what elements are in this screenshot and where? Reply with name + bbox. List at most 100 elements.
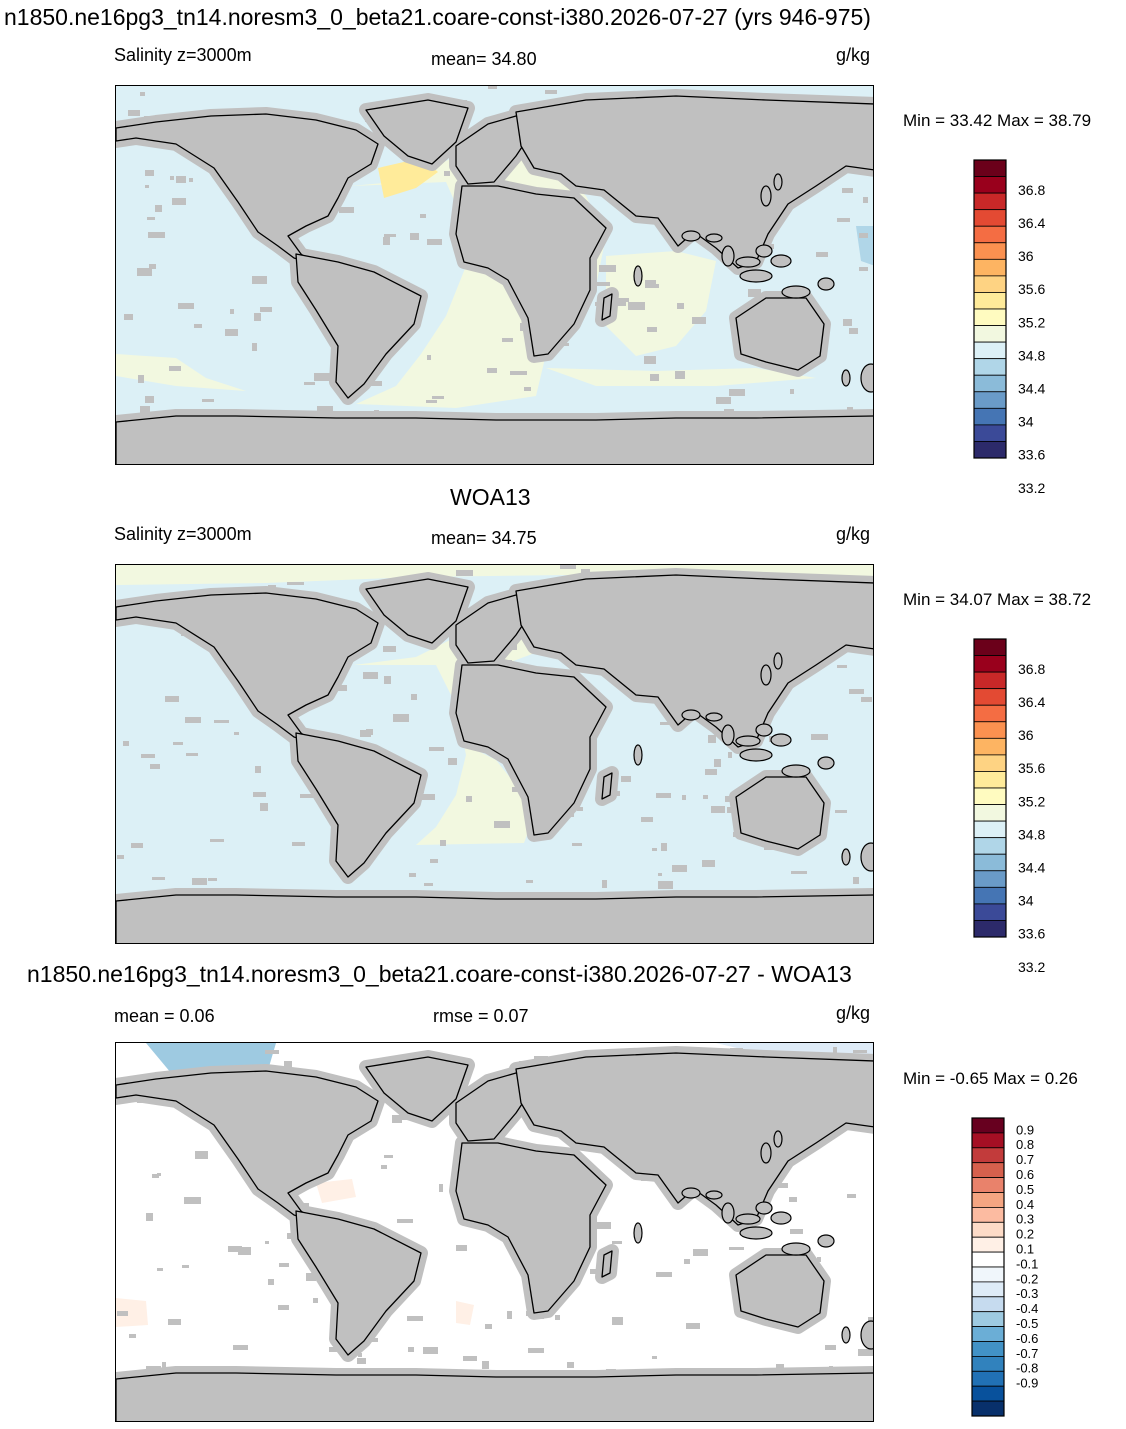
panel2-variable-label: Salinity z=3000m <box>114 524 252 544</box>
colorbar-swatch <box>973 176 1007 194</box>
europe-landmass <box>455 115 537 185</box>
island <box>781 764 811 778</box>
colorbar-swatch <box>973 358 1007 376</box>
masked-cell <box>858 1349 873 1356</box>
panel1-colorbar: 36.8 36.4 36 35.6 35.2 34.8 34.4 34 33.6 33.2 <box>973 158 1084 496</box>
colorbar-tick-label: 34.4 <box>1018 859 1045 875</box>
masked-cell <box>654 284 659 288</box>
colorbar-swatch <box>973 870 1007 888</box>
colorbar-swatch <box>973 820 1007 839</box>
masked-cell <box>138 375 144 383</box>
colorbar-tick-label: 36 <box>1018 727 1034 743</box>
colorbar-swatch <box>973 242 1007 260</box>
masked-cell <box>613 298 629 302</box>
masked-cell <box>287 582 304 585</box>
island <box>817 756 835 770</box>
masked-cell <box>534 1056 548 1059</box>
masked-cell <box>189 178 193 182</box>
masked-cell <box>660 722 675 725</box>
masked-cell <box>317 406 333 411</box>
colorbar-frame <box>973 638 1007 938</box>
island <box>739 269 773 283</box>
colorbar-tick-label: 0.9 <box>1016 1122 1034 1137</box>
masked-cell <box>494 821 510 828</box>
island <box>681 709 701 721</box>
masked-cell <box>155 205 162 212</box>
masked-cell <box>178 303 194 309</box>
colorbar-swatch <box>973 853 1007 872</box>
colorbar-swatch <box>973 258 1007 277</box>
masked-cell <box>816 252 828 257</box>
colorbar-tick-label: 33.6 <box>1018 926 1045 942</box>
masked-cell <box>861 697 872 702</box>
panel2-colorbar: 36.8 36.4 36 35.6 35.2 34.8 34.4 34 33.6 33.2 <box>973 637 1084 975</box>
masked-cell <box>230 309 234 314</box>
masked-cell <box>581 569 590 574</box>
masked-cell <box>339 207 354 213</box>
island <box>739 748 773 762</box>
colorbar-swatch <box>973 225 1007 244</box>
masked-cell <box>703 795 708 799</box>
colorbar-swatch <box>971 1117 1005 1134</box>
masked-cell <box>228 1246 242 1252</box>
panel3-map <box>115 1042 874 1422</box>
masked-cell <box>612 1241 622 1244</box>
island <box>770 1211 792 1225</box>
colorbar-swatch <box>973 737 1007 756</box>
masked-cell <box>366 729 373 735</box>
masked-cell <box>176 176 186 183</box>
colorbar-swatch <box>973 754 1007 772</box>
masked-cell <box>131 843 143 848</box>
masked-cell <box>381 1165 387 1169</box>
masked-cell <box>426 400 437 403</box>
colorbar-tick-label: 0.7 <box>1016 1152 1034 1167</box>
masked-cell <box>641 817 653 822</box>
masked-cell <box>408 1347 414 1352</box>
south-america-landmass <box>295 1210 422 1356</box>
masked-cell <box>419 794 435 800</box>
island <box>755 244 773 258</box>
masked-cell <box>384 676 391 684</box>
colorbar-tick-label: 36.4 <box>1018 215 1045 231</box>
masked-cell <box>392 1115 402 1123</box>
panel3-mean-label: mean = 0.06 <box>114 1006 215 1026</box>
colorbar-swatch <box>971 1311 1005 1327</box>
masked-cell <box>146 1213 153 1221</box>
colorbar-swatch <box>973 391 1007 409</box>
masked-cell <box>528 1348 544 1353</box>
masked-cell <box>238 1247 251 1255</box>
masked-cell <box>487 368 497 373</box>
masked-cell <box>150 764 160 769</box>
island <box>681 230 701 242</box>
masked-cell <box>265 1050 279 1054</box>
salinity-region <box>354 625 556 845</box>
colorbar-swatch <box>973 903 1007 921</box>
masked-cell <box>621 776 631 782</box>
masked-cell <box>714 759 721 767</box>
masked-cell <box>599 265 616 272</box>
masked-cell <box>253 792 266 797</box>
masked-cell <box>658 881 673 889</box>
island <box>735 1213 761 1225</box>
greenland-landmass <box>365 99 469 165</box>
colorbar-swatch <box>973 837 1007 855</box>
salinity-region <box>316 1179 356 1203</box>
masked-cell <box>360 730 371 737</box>
island <box>705 712 723 722</box>
colorbar-swatch <box>971 1370 1005 1387</box>
colorbar-tick-label: 0.2 <box>1016 1227 1034 1242</box>
masked-cell <box>658 873 662 876</box>
masked-cell <box>833 1047 837 1053</box>
masked-cell <box>444 171 450 176</box>
masked-cell <box>182 1265 189 1268</box>
masked-cell <box>410 233 419 240</box>
masked-cell <box>195 1151 208 1159</box>
colorbar-tick-label: 35.6 <box>1018 760 1045 776</box>
masked-cell <box>148 232 165 238</box>
island <box>770 254 792 268</box>
masked-cell <box>194 324 202 328</box>
island <box>773 1130 783 1148</box>
masked-cell <box>675 371 685 379</box>
panel1-map <box>115 85 874 465</box>
panel3-units: g/kg <box>836 1003 871 1023</box>
